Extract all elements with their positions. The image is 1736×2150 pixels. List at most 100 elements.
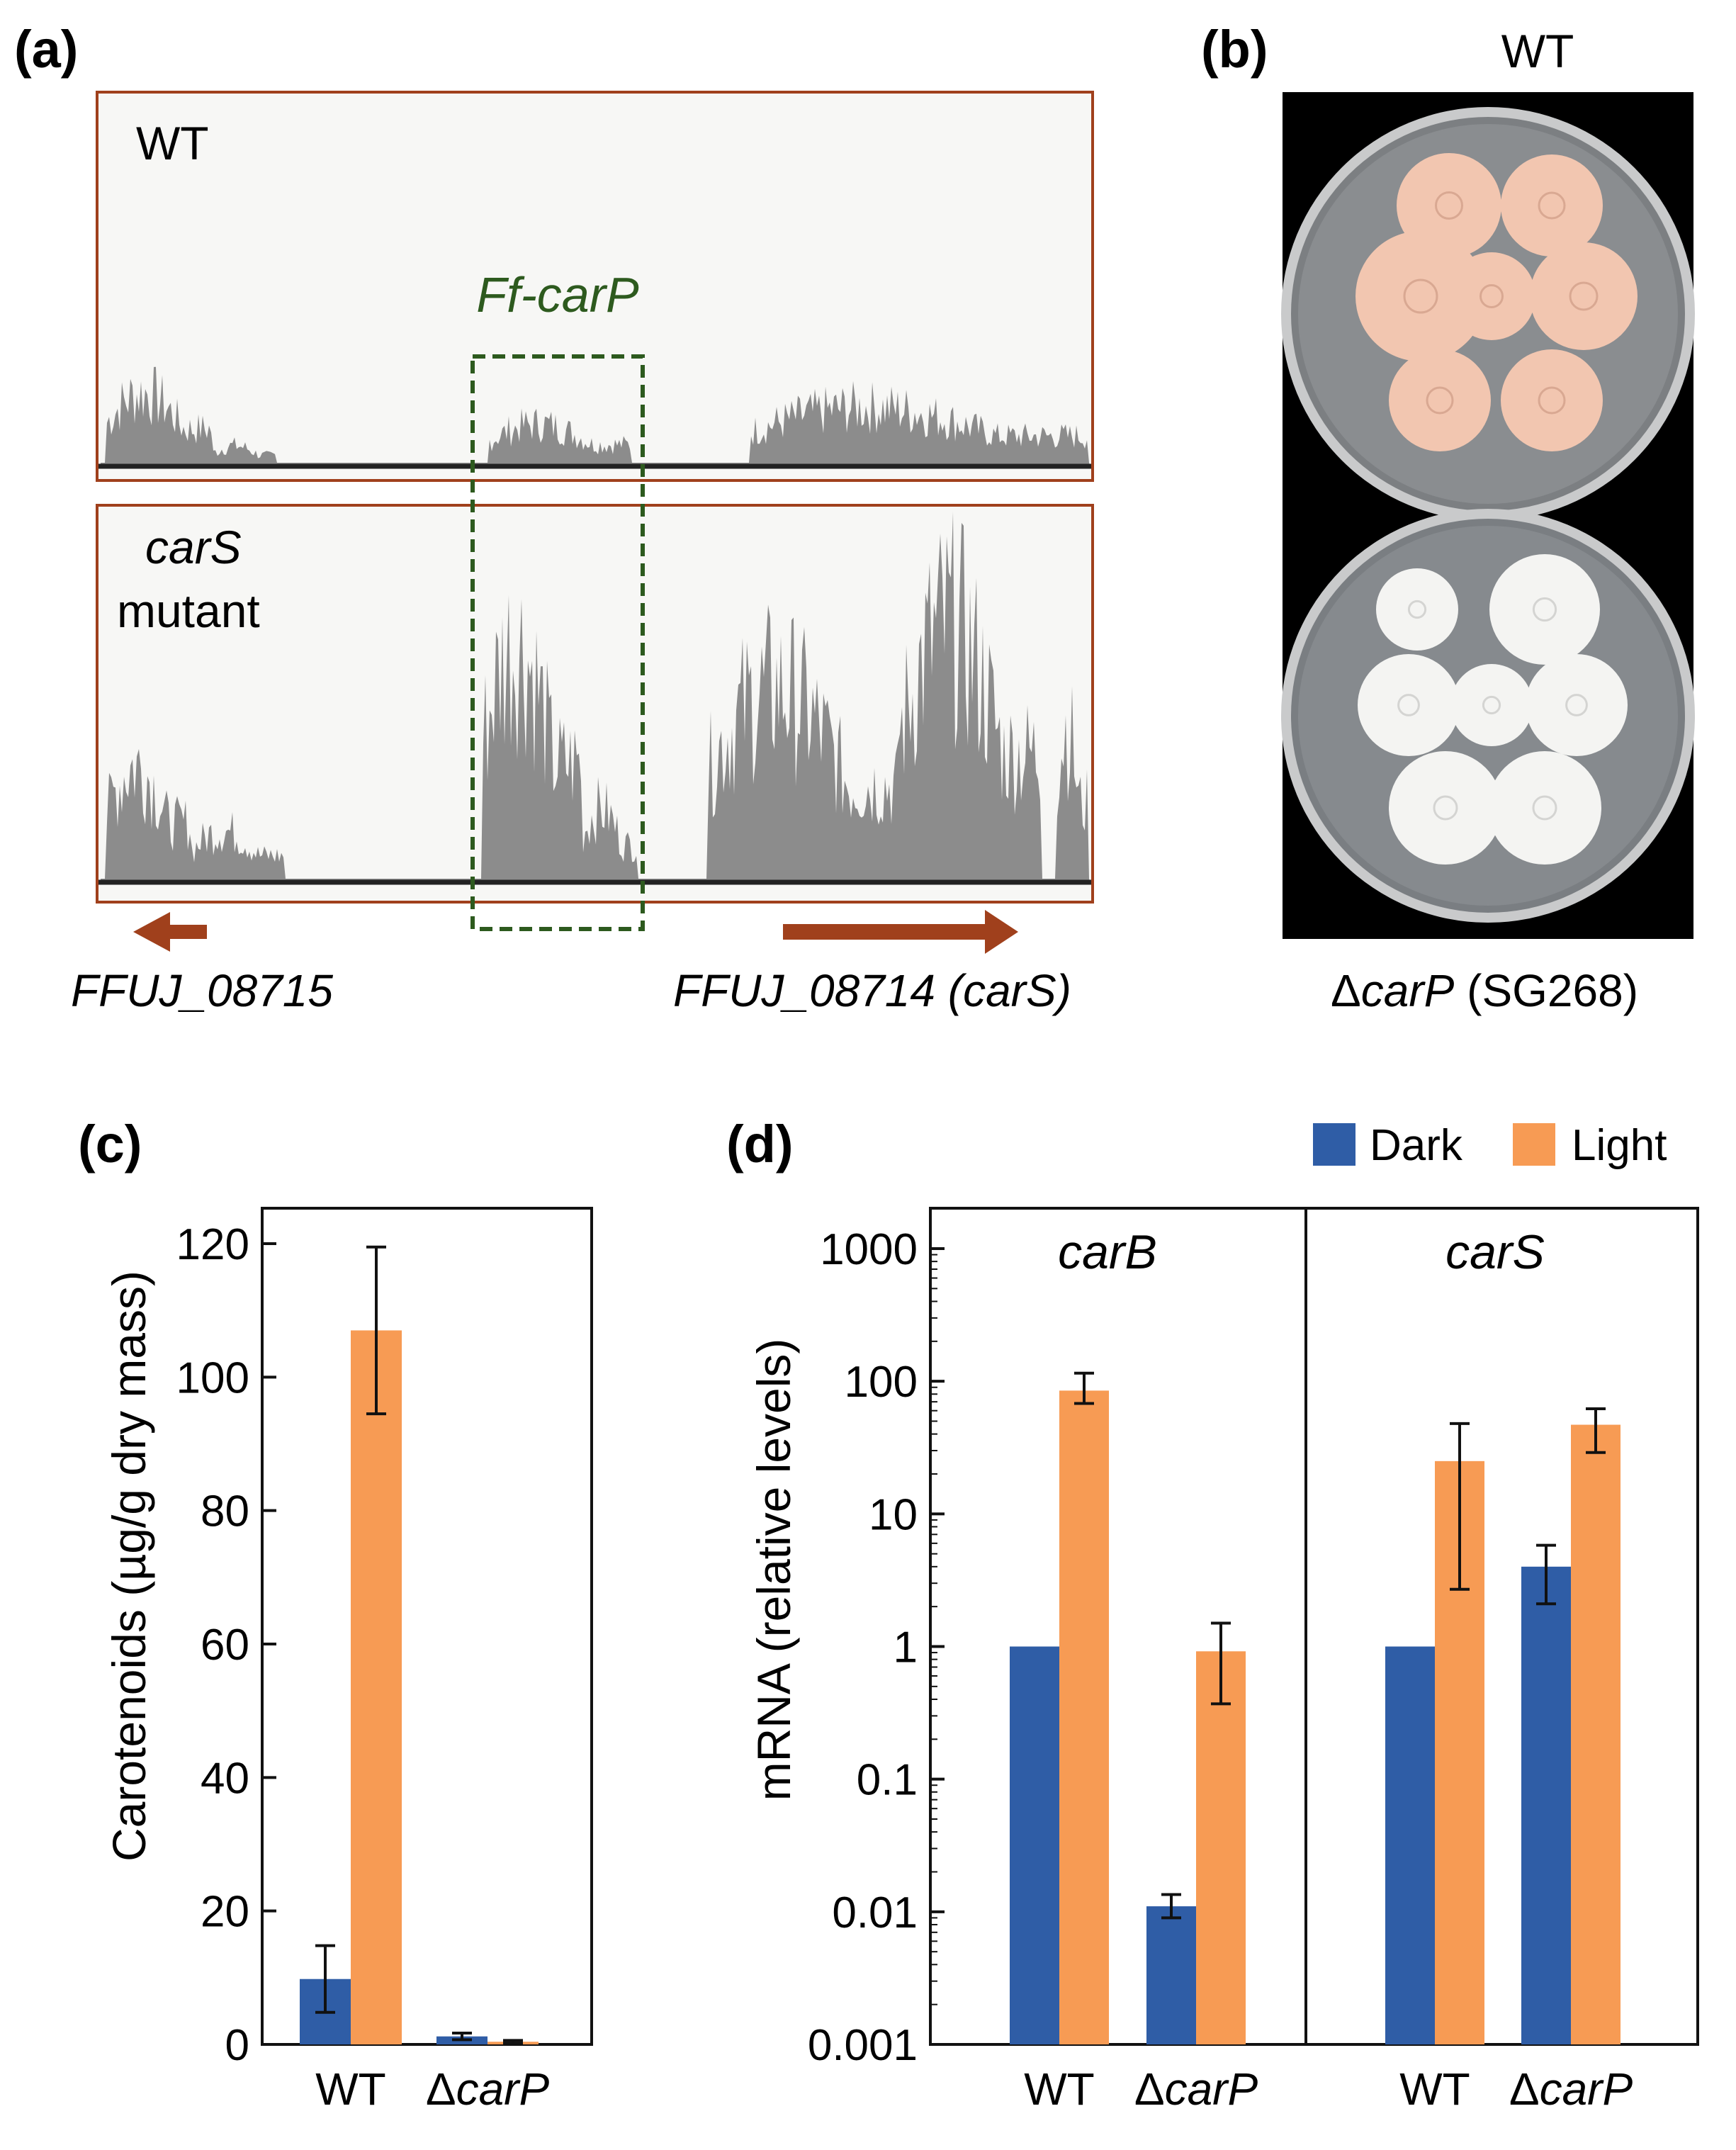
mutant-colony-1-center xyxy=(1407,600,1427,619)
carP-highlight-label: Ff-carP xyxy=(476,267,639,322)
panel-d-y-axis-label: mRNA (relative levels) xyxy=(748,1339,800,1801)
panel-c-x-label-1-delta: Δ xyxy=(426,2064,456,2115)
wt-colony-4-center xyxy=(1479,284,1504,308)
panel-d-ytick-label-0: 0.001 xyxy=(808,2021,918,2070)
panel-c-ytick-label-1: 20 xyxy=(201,1888,249,1937)
wt-plate xyxy=(1281,107,1695,521)
mutant-colony-6-center xyxy=(1433,795,1458,821)
mutant-colony-3 xyxy=(1358,654,1460,756)
gene-right-label: FFUJ_08714 (carS) xyxy=(673,965,1071,1016)
plate-bottom-prefix: Δ xyxy=(1331,965,1361,1016)
panel-c-x-label-0: WT xyxy=(315,2064,386,2115)
panel-d-carS-x-label-1-delta: Δ xyxy=(1509,2064,1540,2115)
wt-colony-6-center xyxy=(1426,386,1454,415)
panel-c-x-labels: WT ΔcarP xyxy=(315,2064,549,2115)
gene-arrow-left xyxy=(133,912,207,952)
panel-d-ytick-label-4: 10 xyxy=(869,1490,918,1539)
panel-d-plot-frame xyxy=(929,1207,1699,2046)
panel-c-ytick-label-4: 80 xyxy=(201,1487,249,1536)
legend-dark-swatch xyxy=(1313,1123,1355,1166)
wt-colony-2 xyxy=(1501,154,1603,257)
mutant-colony-6 xyxy=(1389,751,1502,865)
mutant-colony-2 xyxy=(1489,554,1600,665)
mutant-colony-5-center xyxy=(1565,694,1588,716)
panel-d-carB-x-label-1-delta: Δ xyxy=(1134,2064,1165,2115)
panel-d: (d) Dark Light mRNA (relative levels) ca… xyxy=(726,1115,1699,2115)
wt-track-label: WT xyxy=(136,117,209,169)
panel-c-plot-frame xyxy=(261,1207,593,2046)
wt-colony-3 xyxy=(1355,231,1486,361)
wt-colony-7-center xyxy=(1538,386,1566,415)
wt-colony-2-center xyxy=(1538,191,1566,220)
wt-colony-6 xyxy=(1389,349,1491,451)
panel-d-ytick-label-6: 1000 xyxy=(820,1225,918,1274)
wt-colony-5-center xyxy=(1569,281,1599,311)
panel-d-y-ticks: 0.001 0.01 0.1 1 10 100 1000 xyxy=(808,1225,945,2070)
gene-left-label: FFUJ_08715 xyxy=(71,965,333,1016)
panel-c-label: (c) xyxy=(78,1115,142,1174)
subplot-carB-title: carB xyxy=(1058,1225,1157,1279)
panel-c-x-label-1: ΔcarP xyxy=(426,2064,550,2115)
panel-d-ytick-label-3: 1 xyxy=(894,1623,918,1672)
carP-highlight-box xyxy=(470,354,645,931)
wt-colony-7 xyxy=(1501,349,1603,451)
panel-d-carS-dark-1-bar xyxy=(1521,1566,1571,2044)
mutant-colony-7-center xyxy=(1532,795,1557,821)
mutant-colony-4-center xyxy=(1482,695,1501,715)
panel-d-carS-light-1-bar xyxy=(1571,1424,1621,2044)
panel-c-ytick-label-5: 100 xyxy=(176,1353,249,1402)
panel-c-ytick-label-0: 0 xyxy=(225,2021,249,2070)
legend-light-swatch xyxy=(1513,1123,1555,1166)
panel-a: (a) WT carS mutant Ff-carP FFUJ_08715 FF… xyxy=(14,20,1094,1016)
mutant-colony-4 xyxy=(1450,664,1533,746)
panel-d-ytick-label-2: 0.1 xyxy=(857,1756,918,1805)
panel-a-label: (a) xyxy=(14,20,78,79)
mutant-colony-7 xyxy=(1488,751,1601,865)
mutant-colony-1 xyxy=(1376,568,1458,651)
mutant-track-label-2: mutant xyxy=(117,585,260,637)
wt-track-frame xyxy=(96,91,1094,482)
panel-d-x-labels: WT ΔcarP WT ΔcarP xyxy=(1024,2064,1633,2115)
panel-c-y-axis-label: Carotenoids (µg/g dry mass) xyxy=(103,1271,155,1862)
panel-c-x-label-1-gene: carP xyxy=(456,2064,550,2115)
wt-colony-3-center xyxy=(1403,278,1438,314)
panel-d-bars xyxy=(1010,1371,1621,2044)
mutant-colony-5 xyxy=(1526,654,1628,756)
mutant-coverage-profile xyxy=(101,512,1090,881)
panel-c-ytick-label-2: 40 xyxy=(201,1754,249,1803)
panel-d-carB-x-label-0: WT xyxy=(1024,2064,1095,2115)
panel-d-carS-x-label-1-gene: carP xyxy=(1540,2064,1633,2115)
plate-bottom-suffix: (SG268) xyxy=(1454,965,1638,1016)
panel-d-carB-x-label-1: ΔcarP xyxy=(1134,2064,1258,2115)
panel-d-carB-dark-1-bar xyxy=(1146,1906,1196,2044)
legend-dark-label: Dark xyxy=(1370,1121,1463,1170)
panel-d-carS-dark-0-bar xyxy=(1385,1646,1435,2044)
panel-b-label: (b) xyxy=(1201,20,1268,79)
mutant-colony-2-center xyxy=(1532,597,1557,622)
plate-bottom-italic: carP xyxy=(1361,965,1455,1016)
panel-d-label: (d) xyxy=(726,1115,794,1174)
panel-d-ytick-label-5: 100 xyxy=(845,1358,918,1407)
mutant-plate xyxy=(1281,509,1695,923)
panel-b: (b) WT ΔcarP (SG268) xyxy=(1201,20,1695,1016)
panel-d-carS-x-label-0: WT xyxy=(1399,2064,1470,2115)
plate-top-label: WT xyxy=(1501,25,1574,77)
panel-d-carB-light-1-bar xyxy=(1196,1651,1246,2044)
panel-c-bars xyxy=(300,1245,539,2045)
panel-d-carS-x-label-1: ΔcarP xyxy=(1509,2064,1633,2115)
wt-colony-1-center xyxy=(1435,191,1463,220)
wt-colony-5 xyxy=(1530,242,1638,350)
panel-c: (c) Carotenoids (µg/g dry mass) 0 20 40 60 8… xyxy=(78,1115,593,2115)
panel-c-y-ticks: 0 20 40 60 80 100 120 xyxy=(176,1220,276,2070)
panel-d-carB-dark-0-bar xyxy=(1010,1646,1059,2044)
mutant-track-label-1: carS xyxy=(145,521,242,573)
panel-c-ytick-label-3: 60 xyxy=(201,1621,249,1670)
gene-arrow-right xyxy=(783,910,1018,954)
panel-d-carB-x-label-1-gene: carP xyxy=(1165,2064,1258,2115)
panel-c-bar-light-0 xyxy=(351,1330,402,2044)
subplot-carS-title: carS xyxy=(1445,1225,1545,1279)
panel-d-ytick-label-1: 0.01 xyxy=(832,1889,918,1937)
plate-bottom-label: ΔcarP (SG268) xyxy=(1331,965,1638,1016)
legend-light-label: Light xyxy=(1572,1121,1667,1170)
mutant-colony-3-center xyxy=(1397,694,1420,716)
